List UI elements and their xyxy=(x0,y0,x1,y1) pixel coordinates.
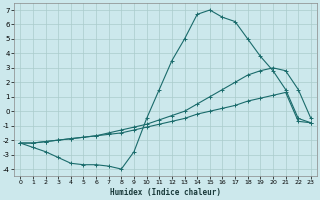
X-axis label: Humidex (Indice chaleur): Humidex (Indice chaleur) xyxy=(110,188,221,197)
